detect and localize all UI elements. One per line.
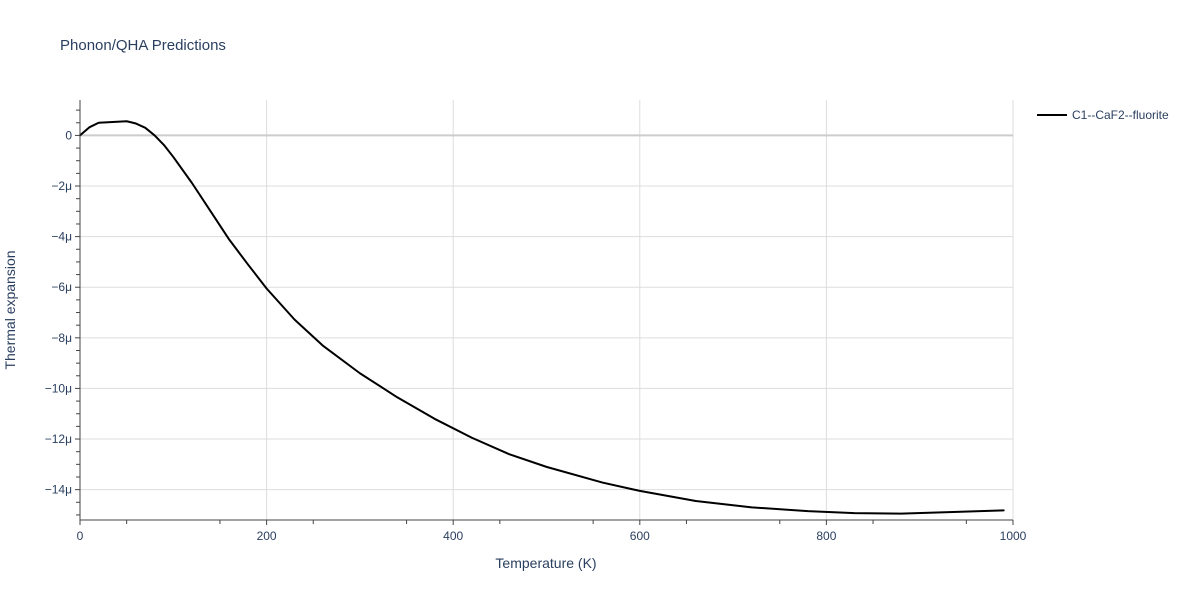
x-tick-label: 0 xyxy=(77,529,84,543)
grid xyxy=(80,100,1014,520)
y-tick-label: −10μ xyxy=(45,381,72,395)
y-tick-label: −14μ xyxy=(45,483,72,497)
y-axis: 0 −2μ −4μ −6μ −8μ −10μ −12μ −14μ xyxy=(45,100,81,520)
x-axis-title: Temperature (K) xyxy=(495,555,596,571)
y-tick-label: −8μ xyxy=(51,331,72,345)
y-tick-label: −2μ xyxy=(51,179,72,193)
legend[interactable]: C1--CaF2--fluorite xyxy=(1037,108,1169,122)
x-tick-label: 800 xyxy=(816,529,836,543)
y-tick-label: −4μ xyxy=(51,230,72,244)
y-tick-label: −12μ xyxy=(45,432,72,446)
series-layer xyxy=(79,120,1005,515)
y-tick-label: 0 xyxy=(65,128,72,142)
x-tick-label: 400 xyxy=(443,529,463,543)
series-line-0 xyxy=(79,120,1005,515)
legend-label: C1--CaF2--fluorite xyxy=(1072,108,1169,122)
x-tick-label: 200 xyxy=(257,529,277,543)
x-tick-label: 1000 xyxy=(1000,529,1027,543)
x-tick-label: 600 xyxy=(630,529,650,543)
chart-title: Phonon/QHA Predictions xyxy=(60,37,226,54)
y-axis-title: Thermal expansion xyxy=(2,250,18,369)
y-tick-label: −6μ xyxy=(51,280,72,294)
x-axis: 0 200 400 600 800 1000 xyxy=(77,519,1027,543)
minor-ticks xyxy=(76,109,967,524)
